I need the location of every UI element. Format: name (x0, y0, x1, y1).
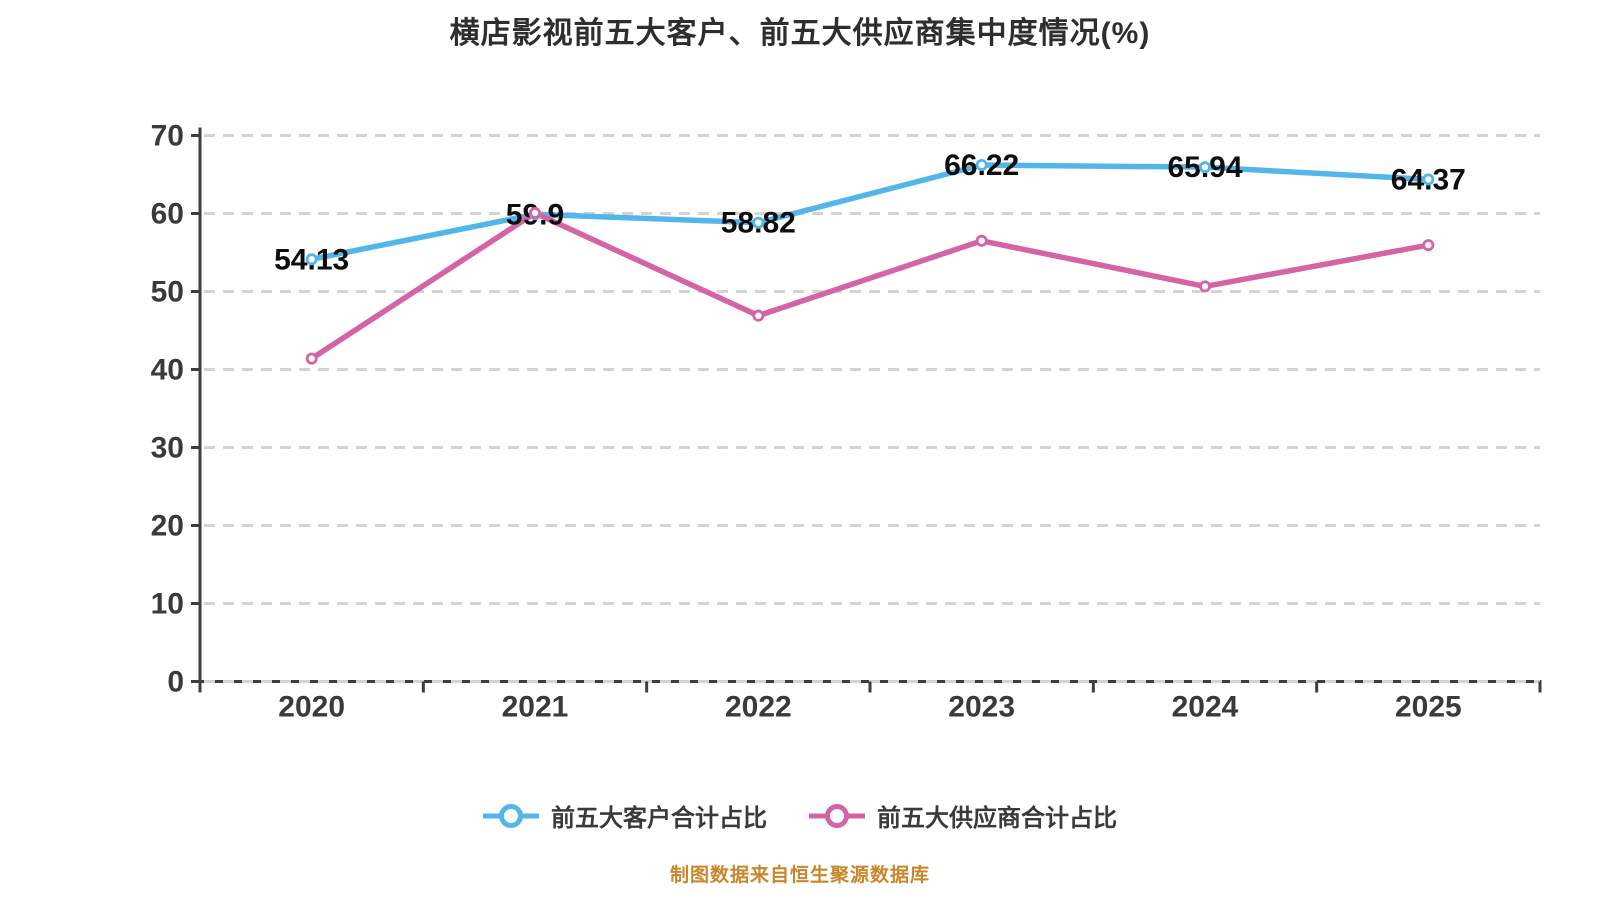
series-points-1 (305, 206, 1435, 365)
data-point[interactable] (752, 216, 765, 229)
line-dot-marker-icon (809, 802, 865, 830)
y-tick-label: 40 (151, 354, 184, 387)
x-tick-label: 2025 (1395, 691, 1462, 724)
y-tick-label: 60 (151, 198, 184, 231)
data-point[interactable] (1422, 173, 1435, 186)
y-tick-label: 10 (151, 588, 184, 621)
x-axis-ticks: 2020 2021 2022 2023 2024 2025 (198, 681, 1542, 724)
data-point[interactable] (1422, 239, 1435, 252)
data-source-caption: 制图数据来自恒生聚源数据库 (669, 865, 930, 886)
y-axis-ticks: 0 10 20 30 40 50 60 70 (151, 120, 200, 699)
line-dot-marker-icon (483, 802, 539, 830)
series-line-0 (308, 162, 1432, 263)
y-tick-label: 70 (151, 120, 184, 153)
legend-label-customers: 前五大客户合计占比 (551, 805, 767, 832)
legend-label-suppliers: 前五大供应商合计占比 (877, 805, 1117, 832)
data-point[interactable] (305, 253, 318, 266)
chart-title: 横店影视前五大客户、前五大供应商集中度情况(%) (449, 17, 1151, 50)
axes (198, 127, 1542, 683)
legend-item-customers[interactable]: 前五大客户合计占比 (483, 798, 767, 833)
data-point[interactable] (305, 352, 318, 365)
data-point[interactable] (1199, 280, 1212, 293)
x-tick-label: 2024 (1172, 691, 1239, 724)
data-point[interactable] (529, 206, 542, 219)
y-tick-label: 0 (167, 666, 184, 699)
x-tick-label: 2022 (725, 691, 792, 724)
y-tick-label: 20 (151, 510, 184, 543)
chart-canvas: 0 10 20 30 40 50 60 70 2020 2021 2022 2023 2024 2025 5… (151, 120, 1542, 724)
data-point[interactable] (752, 309, 765, 322)
x-tick-label: 2021 (502, 691, 569, 724)
gridlines (204, 134, 1540, 683)
y-tick-label: 30 (151, 432, 184, 465)
data-point[interactable] (1199, 161, 1212, 174)
legend-item-suppliers[interactable]: 前五大供应商合计占比 (809, 798, 1117, 833)
series-line-1 (308, 210, 1432, 362)
y-tick-label: 50 (151, 276, 184, 309)
value-labels-0: 54.1359.958.8266.2265.9464.37 (274, 149, 1466, 276)
x-tick-label: 2023 (948, 691, 1015, 724)
legend: 前五大客户合计占比 前五大供应商合计占比 (0, 798, 1600, 833)
data-point[interactable] (975, 234, 988, 247)
data-point[interactable] (975, 158, 988, 171)
x-tick-label: 2020 (278, 691, 345, 724)
